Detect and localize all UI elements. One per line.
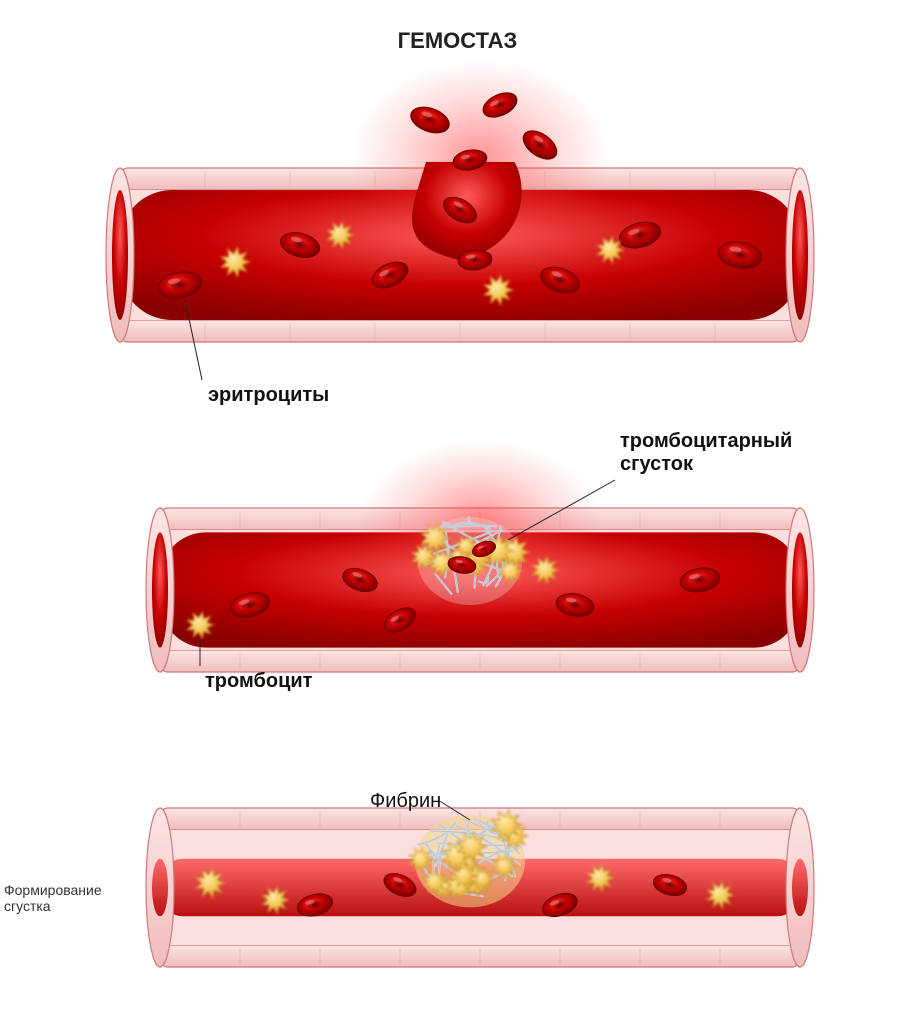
label-formation-side: Формированиесгустка [4,882,102,914]
diagram-root: ГЕМОСТАЗ [0,0,915,1024]
label-erythrocytes: эритроциты [208,384,329,407]
label-platelet-clot: тромбоцитарныйсгусток [620,430,792,476]
diagram-svg [0,0,915,1024]
blood-vessel [106,60,814,342]
label-thrombocyte: тромбоцит [205,670,312,693]
label-fibrin: Фибрин [370,790,441,813]
